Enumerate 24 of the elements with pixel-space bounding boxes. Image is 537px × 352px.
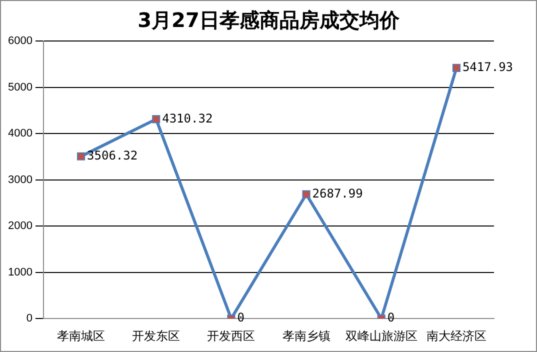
point bbox=[302, 190, 310, 198]
data-label: 2687.99 bbox=[312, 186, 363, 200]
x-tick-label: 双峰山旅游区 bbox=[345, 328, 418, 343]
x-tick-label: 开发东区 bbox=[132, 328, 180, 343]
data-label: 0 bbox=[387, 310, 395, 325]
point bbox=[152, 115, 160, 124]
data-label: 5417.93 bbox=[462, 60, 514, 74]
data-label: 4310.32 bbox=[162, 111, 213, 126]
y-tick-label: 1000 bbox=[8, 266, 32, 278]
point bbox=[76, 152, 86, 160]
data-label: 0 bbox=[237, 310, 244, 325]
y-tick-label: 2000 bbox=[8, 220, 32, 232]
x-tick-label: 南大经济区 bbox=[426, 328, 486, 343]
data-label: 3506.32 bbox=[87, 148, 138, 162]
x-tick-label: 开发西区 bbox=[207, 328, 256, 343]
x-tick-label: 孝南城区 bbox=[57, 328, 106, 343]
y-tick-label: 3000 bbox=[8, 174, 32, 186]
y-tick-label: 0 bbox=[26, 312, 32, 325]
x-tick-label: 孝南乡镇 bbox=[282, 328, 330, 343]
y-tick-label: 6000 bbox=[8, 35, 32, 48]
chart-title: 3月27日孝感商品房成交均价 bbox=[136, 7, 400, 34]
y-tick-label: 5000 bbox=[8, 81, 32, 94]
point bbox=[452, 64, 460, 72]
y-tick-label: 4000 bbox=[8, 128, 32, 140]
